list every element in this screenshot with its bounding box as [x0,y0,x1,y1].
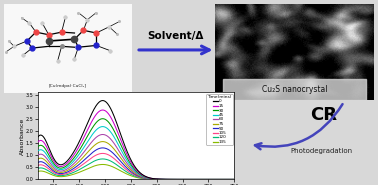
Text: CR: CR [310,106,337,124]
Bar [223,79,366,100]
Text: Cu₂S nanocrystal: Cu₂S nanocrystal [262,85,328,94]
Text: Solvent/Δ: Solvent/Δ [147,31,204,41]
Text: Photodegradation: Photodegradation [290,148,352,154]
Text: [Cu(mdpa)·CuCl₂]: [Cu(mdpa)·CuCl₂] [49,84,87,88]
Y-axis label: Absorbance: Absorbance [20,117,25,155]
Legend: 0, 15, 30, 45, 60, 75, 90, 105, 120, 135: 0, 15, 30, 45, 60, 75, 90, 105, 120, 135 [206,94,233,145]
